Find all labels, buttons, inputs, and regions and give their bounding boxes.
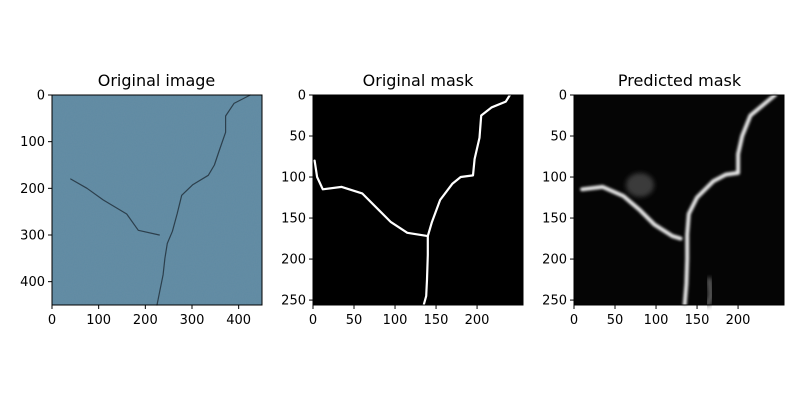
panel-title: Predicted mask: [618, 71, 742, 90]
crack-path: [156, 94, 251, 306]
y-tick-label: 300: [20, 229, 45, 244]
x-tick-label: 100: [383, 313, 408, 328]
x-tick-label: 50: [346, 313, 363, 328]
y-tick-label: 150: [542, 212, 567, 227]
x-tick-label: 200: [133, 313, 158, 328]
x-tick-label: 150: [685, 313, 710, 328]
y-tick-label: 200: [542, 253, 567, 268]
x-tick-label: 100: [644, 313, 669, 328]
y-tick-label: 150: [281, 212, 306, 227]
faint-crack-path: [705, 277, 713, 307]
faint-blob: [626, 173, 654, 197]
crack-lines: [313, 93, 511, 307]
x-tick-label: 200: [465, 313, 490, 328]
crack-lines: [70, 94, 251, 306]
mask-background: [313, 95, 523, 305]
y-tick-label: 50: [550, 130, 567, 145]
axes-frame: [312, 94, 524, 306]
axis-ticks: 0 50 100 150 200 0 50 100 150 200 250: [542, 89, 750, 329]
prediction-background: [574, 95, 784, 305]
x-tick-label: 50: [607, 313, 624, 328]
y-tick-label: 100: [542, 171, 567, 186]
y-tick-label: 250: [281, 294, 306, 309]
y-tick-label: 200: [20, 182, 45, 197]
crack-path: [70, 178, 160, 236]
y-tick-label: 50: [289, 130, 306, 145]
y-tick-label: 400: [20, 275, 45, 290]
y-tick-label: 0: [37, 89, 45, 104]
x-tick-label: 100: [86, 313, 111, 328]
crack-path: [313, 93, 511, 238]
panel-title: Original mask: [363, 71, 474, 90]
x-tick-label: 0: [309, 313, 317, 328]
x-tick-label: 300: [180, 313, 205, 328]
y-tick-label: 100: [281, 171, 306, 186]
crack-path: [682, 93, 777, 307]
y-tick-label: 200: [281, 253, 306, 268]
x-tick-label: 150: [424, 313, 449, 328]
axis-ticks: 0 50 100 150 200 0 50 100 150 200 250: [281, 89, 489, 329]
y-tick-label: 250: [542, 294, 567, 309]
panel-original-mask: Original mask 0 50 100 150 200 0 50 100 150 200 25…: [281, 71, 524, 329]
crack-lines: [580, 93, 777, 307]
panel-original-image: Original image 0 100 200 300 400 0 100 200 300 40…: [20, 71, 263, 329]
y-tick-label: 0: [298, 89, 306, 104]
panel-predicted-mask: Predicted mask 0 50 100 150 200 0 50 100 150 200 2…: [542, 71, 785, 329]
crack-path: [422, 235, 429, 307]
crack-path: [580, 184, 683, 241]
y-tick-label: 0: [559, 89, 567, 104]
panel-title: Original image: [98, 71, 216, 90]
y-tick-label: 100: [20, 135, 45, 150]
axes-frame: [573, 94, 785, 306]
x-tick-label: 200: [726, 313, 751, 328]
x-tick-label: 0: [48, 313, 56, 328]
x-tick-label: 0: [570, 313, 578, 328]
axes-frame: [51, 94, 263, 306]
x-tick-label: 400: [226, 313, 251, 328]
axis-ticks: 0 100 200 300 400 0 100 200 300 400: [20, 89, 251, 329]
image-texture: [52, 95, 262, 305]
